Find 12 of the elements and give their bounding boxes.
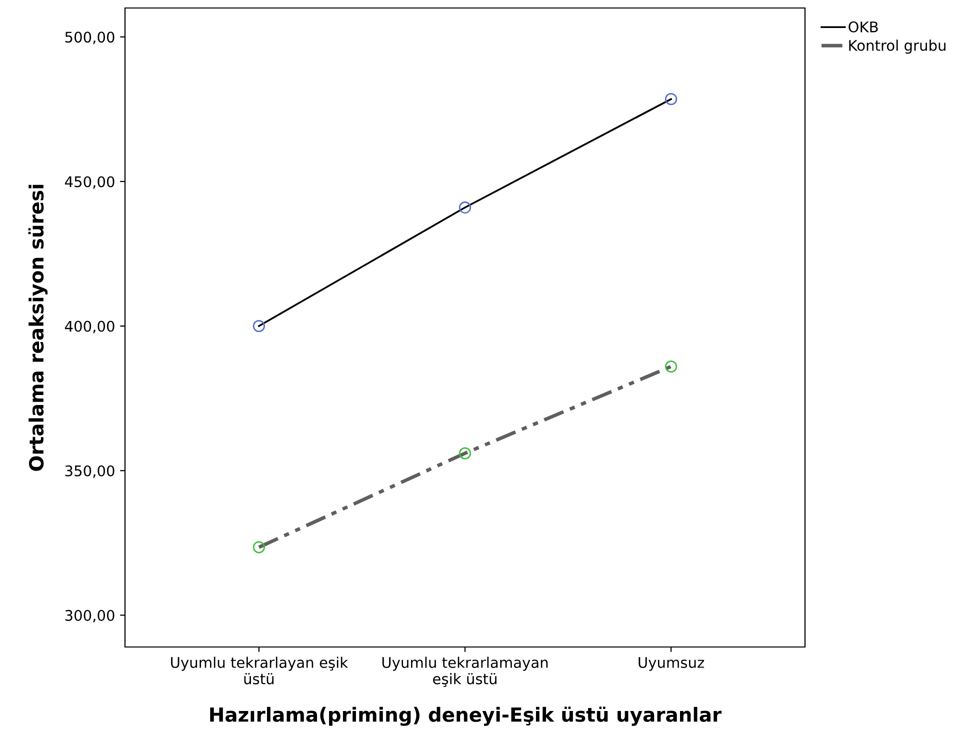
y-axis-title: Ortalama reaksiyon süresi <box>28 184 48 471</box>
y-tick-label: 450,00 <box>64 176 114 189</box>
legend-label: Kontrol grubu <box>849 40 946 54</box>
legend-label: OKB <box>848 21 878 32</box>
x-tick-label: Uyumlu tekrarlamayan eşik üstü <box>382 656 548 687</box>
x-tick-label: Uyumsuz <box>638 657 704 671</box>
y-tick-label: 350,00 <box>65 465 114 478</box>
y-tick-label: 400,00 <box>64 320 114 334</box>
x-tick-label: Uyumlu tekrarlayan eşik üstü <box>171 656 348 684</box>
x-axis-title: Hazırlama(priming) deneyi-Eşik üstü uyaranlar <box>210 706 722 726</box>
y-tick-label: 300,00 <box>65 610 114 622</box>
y-tick-label: 500,00 <box>65 32 114 44</box>
